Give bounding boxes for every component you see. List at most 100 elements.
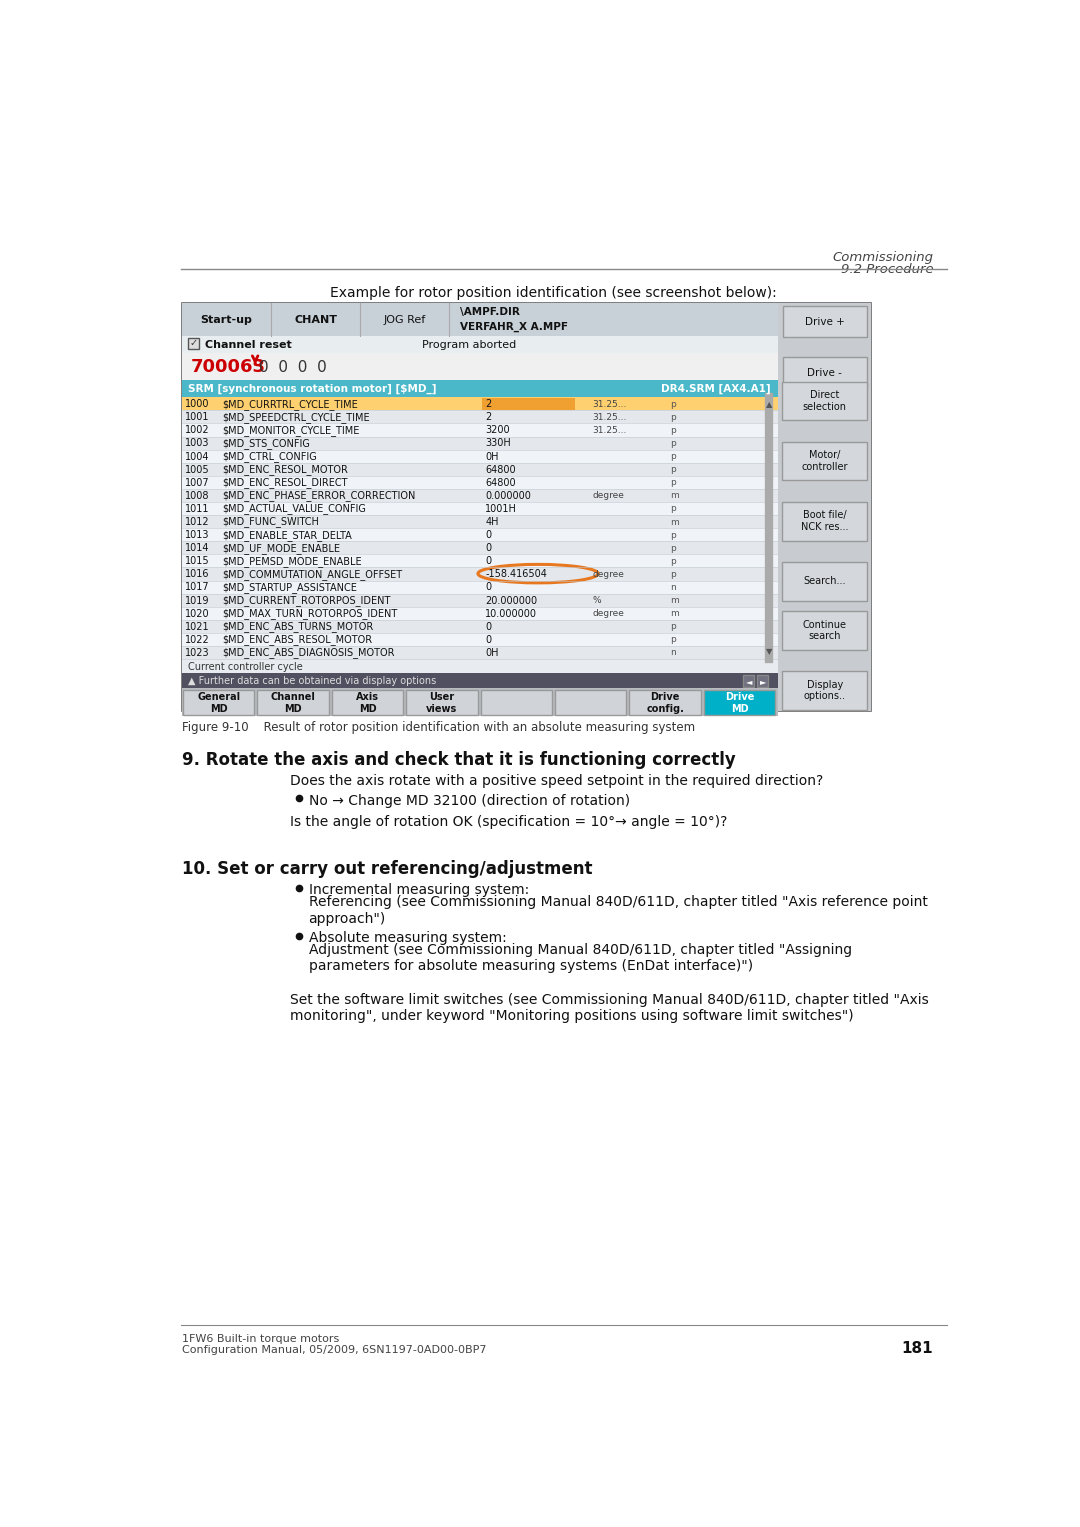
Text: 1001: 1001 xyxy=(186,412,210,423)
FancyBboxPatch shape xyxy=(783,357,866,388)
Text: Boot file/
NCK res...: Boot file/ NCK res... xyxy=(801,510,849,531)
Text: Display
options..: Display options.. xyxy=(804,680,846,701)
Text: n: n xyxy=(670,649,675,658)
Text: p: p xyxy=(670,623,675,631)
Text: p: p xyxy=(670,452,675,461)
FancyBboxPatch shape xyxy=(181,594,779,606)
Text: Search...: Search... xyxy=(804,576,846,586)
FancyBboxPatch shape xyxy=(743,675,754,687)
Text: \AMPF.DIR: \AMPF.DIR xyxy=(460,307,521,316)
FancyBboxPatch shape xyxy=(782,382,867,420)
Text: Start-up: Start-up xyxy=(201,315,253,325)
FancyBboxPatch shape xyxy=(481,690,552,715)
Text: $MD_CURRTRL_CYCLE_TIME: $MD_CURRTRL_CYCLE_TIME xyxy=(221,399,357,409)
Text: $MD_CTRL_CONFIG: $MD_CTRL_CONFIG xyxy=(221,450,316,463)
Text: General
MD: General MD xyxy=(198,692,240,713)
Text: 9.2 Procedure: 9.2 Procedure xyxy=(840,263,933,276)
Text: $MD_UF_MODE_ENABLE: $MD_UF_MODE_ENABLE xyxy=(221,542,340,554)
FancyBboxPatch shape xyxy=(181,646,779,660)
FancyBboxPatch shape xyxy=(181,660,779,673)
Text: No → Change MD 32100 (direction of rotation): No → Change MD 32100 (direction of rotat… xyxy=(309,794,630,808)
Text: 1017: 1017 xyxy=(186,582,210,592)
Text: 1FW6 Built-in torque motors: 1FW6 Built-in torque motors xyxy=(181,1335,339,1344)
Text: degree: degree xyxy=(592,492,624,501)
Text: Drive
config.: Drive config. xyxy=(646,692,684,713)
Text: DR4.SRM [AX4.A1]: DR4.SRM [AX4.A1] xyxy=(661,383,770,394)
Text: 2: 2 xyxy=(485,412,491,423)
Text: Motor/
controller: Motor/ controller xyxy=(801,450,848,472)
Text: %: % xyxy=(592,596,600,605)
FancyBboxPatch shape xyxy=(630,690,701,715)
Text: 1011: 1011 xyxy=(186,504,210,515)
Text: VERFAHR_X A.MPF: VERFAHR_X A.MPF xyxy=(460,322,568,333)
Text: 1015: 1015 xyxy=(186,556,210,567)
Text: 330H: 330H xyxy=(485,438,511,449)
Text: ◄: ◄ xyxy=(745,676,752,686)
FancyBboxPatch shape xyxy=(181,336,779,353)
FancyBboxPatch shape xyxy=(782,672,867,710)
FancyBboxPatch shape xyxy=(181,397,779,411)
Text: 4H: 4H xyxy=(485,518,499,527)
FancyBboxPatch shape xyxy=(181,632,779,646)
Text: 1000: 1000 xyxy=(186,399,210,409)
Text: 1004: 1004 xyxy=(186,452,210,461)
Text: 1003: 1003 xyxy=(186,438,210,449)
FancyBboxPatch shape xyxy=(181,437,779,449)
FancyBboxPatch shape xyxy=(181,528,779,541)
Text: p: p xyxy=(670,400,675,409)
Text: Drive
MD: Drive MD xyxy=(725,692,754,713)
FancyBboxPatch shape xyxy=(181,489,779,502)
Text: 31.25...: 31.25... xyxy=(592,412,626,421)
Text: $MD_ENC_ABS_RESOL_MOTOR: $MD_ENC_ABS_RESOL_MOTOR xyxy=(221,634,372,646)
FancyBboxPatch shape xyxy=(181,423,779,437)
Text: Incremental measuring system:: Incremental measuring system: xyxy=(309,883,529,898)
Text: p: p xyxy=(670,412,675,421)
FancyBboxPatch shape xyxy=(757,675,768,687)
Text: $MD_ENC_PHASE_ERROR_CORRECTION: $MD_ENC_PHASE_ERROR_CORRECTION xyxy=(221,490,415,501)
Text: Direct
selection: Direct selection xyxy=(802,391,847,412)
FancyBboxPatch shape xyxy=(181,554,779,568)
Text: 0: 0 xyxy=(485,621,491,632)
FancyBboxPatch shape xyxy=(181,515,779,528)
Text: 1002: 1002 xyxy=(186,426,210,435)
Text: m: m xyxy=(670,518,678,527)
Text: $MD_MONITOR_CYCLE_TIME: $MD_MONITOR_CYCLE_TIME xyxy=(221,425,360,435)
FancyBboxPatch shape xyxy=(181,568,779,580)
FancyBboxPatch shape xyxy=(782,611,867,651)
FancyBboxPatch shape xyxy=(181,302,779,336)
Text: $MD_MAX_TURN_ROTORPOS_IDENT: $MD_MAX_TURN_ROTORPOS_IDENT xyxy=(221,608,397,618)
FancyBboxPatch shape xyxy=(782,502,867,541)
Text: $MD_ENC_ABS_DIAGNOSIS_MOTOR: $MD_ENC_ABS_DIAGNOSIS_MOTOR xyxy=(221,647,394,658)
FancyBboxPatch shape xyxy=(181,353,779,380)
Text: n: n xyxy=(670,583,675,592)
Text: $MD_ENC_RESOL_DIRECT: $MD_ENC_RESOL_DIRECT xyxy=(221,478,348,489)
Text: 1019: 1019 xyxy=(186,596,210,606)
Text: Figure 9-10    Result of rotor position identification with an absolute measurin: Figure 9-10 Result of rotor position ide… xyxy=(181,721,694,734)
Text: $MD_STS_CONFIG: $MD_STS_CONFIG xyxy=(221,438,310,449)
Text: p: p xyxy=(670,478,675,487)
Text: 1014: 1014 xyxy=(186,544,210,553)
Text: p: p xyxy=(670,544,675,553)
Text: degree: degree xyxy=(592,570,624,579)
Text: 1021: 1021 xyxy=(186,621,210,632)
Text: ▲ Further data can be obtained via display options: ▲ Further data can be obtained via displ… xyxy=(188,676,436,687)
Text: Drive +: Drive + xyxy=(805,316,845,327)
FancyBboxPatch shape xyxy=(779,302,872,710)
Text: 9. Rotate the axis and check that it is functioning correctly: 9. Rotate the axis and check that it is … xyxy=(181,751,735,768)
Text: 3200: 3200 xyxy=(485,426,510,435)
FancyBboxPatch shape xyxy=(181,673,779,689)
FancyBboxPatch shape xyxy=(181,302,872,710)
Text: ▼: ▼ xyxy=(766,647,772,657)
FancyBboxPatch shape xyxy=(183,690,255,715)
Text: Continue
search: Continue search xyxy=(802,620,847,641)
FancyBboxPatch shape xyxy=(181,620,779,632)
Text: 2: 2 xyxy=(485,399,491,409)
Text: 181: 181 xyxy=(902,1341,933,1356)
Text: Channel
MD: Channel MD xyxy=(271,692,315,713)
Text: Set the software limit switches (see Commissioning Manual 840D/611D, chapter tit: Set the software limit switches (see Com… xyxy=(291,993,929,1023)
Text: 1016: 1016 xyxy=(186,570,210,579)
Text: 700063: 700063 xyxy=(191,359,266,376)
Text: p: p xyxy=(670,426,675,435)
Text: 0.000000: 0.000000 xyxy=(485,490,531,501)
Text: 20.000000: 20.000000 xyxy=(485,596,538,606)
